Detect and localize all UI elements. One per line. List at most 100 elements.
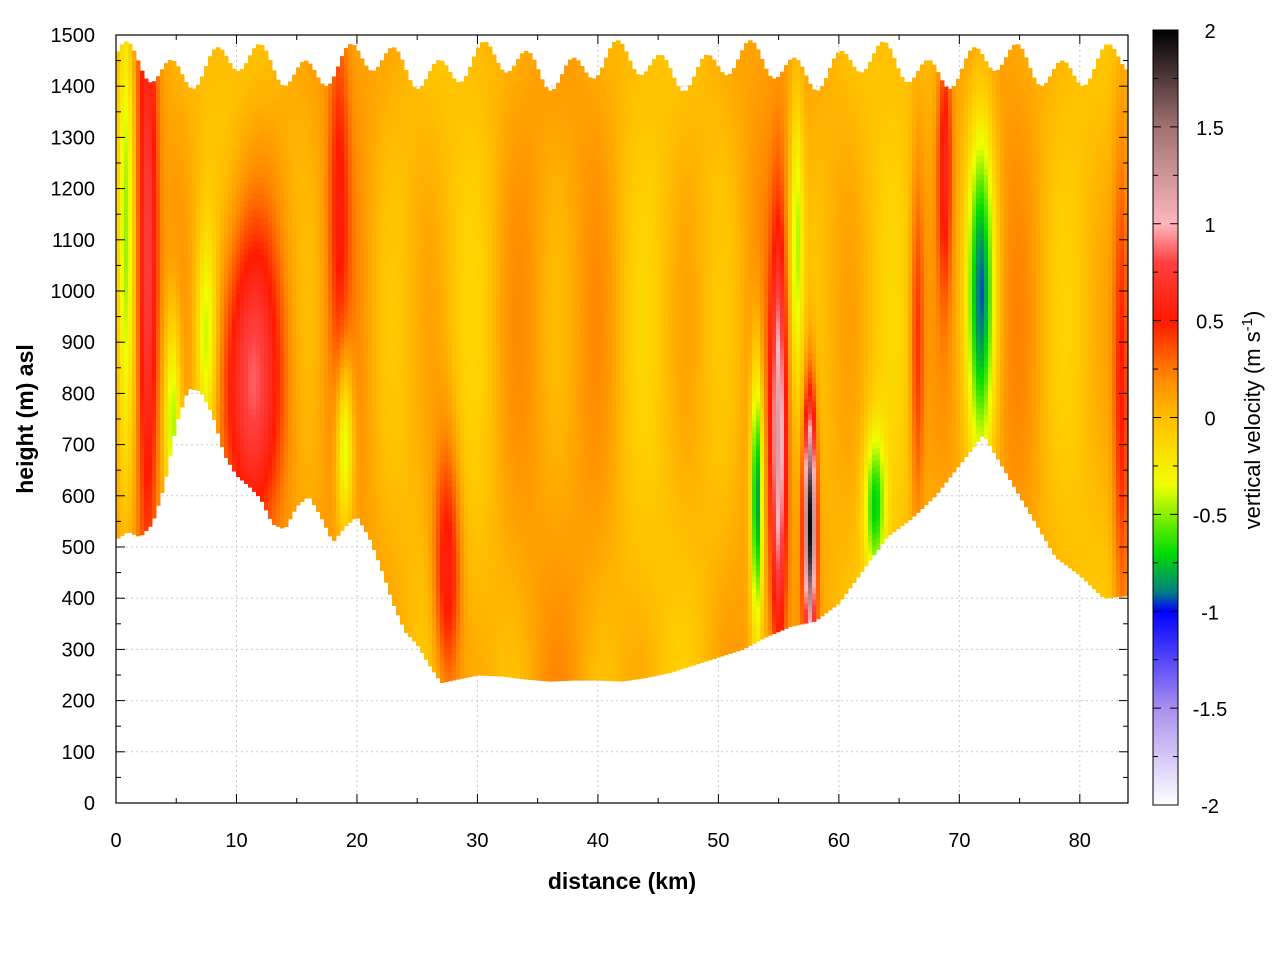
heat-cell <box>200 334 205 341</box>
heat-cell <box>348 362 353 369</box>
heat-cell <box>340 80 345 87</box>
heat-cell <box>248 181 253 188</box>
heat-cell <box>132 380 137 388</box>
heat-cell <box>132 218 137 226</box>
heat-cell <box>288 147 293 155</box>
heat-cell <box>376 66 381 74</box>
heat-cell <box>132 320 137 328</box>
heat-cell <box>256 62 261 69</box>
heat-cell <box>188 237 193 245</box>
heat-cell <box>148 496 153 503</box>
heat-cell <box>252 306 257 313</box>
heat-cell <box>124 185 129 193</box>
heat-cell <box>160 309 165 316</box>
heat-cell <box>356 56 361 64</box>
heat-cell <box>136 408 141 415</box>
heat-cell <box>300 482 305 489</box>
heat-cell <box>344 221 349 229</box>
heat-cell <box>372 388 377 396</box>
heat-cell <box>324 511 329 519</box>
heat-cell <box>360 298 365 305</box>
heat-cell <box>148 100 153 107</box>
heat-cell <box>332 394 337 401</box>
heat-cell <box>140 508 145 516</box>
heat-cell <box>248 115 253 122</box>
heat-cell <box>272 328 277 335</box>
heat-cell <box>164 159 169 166</box>
heat-cell <box>232 248 237 256</box>
heat-cell <box>232 428 237 436</box>
heat-cell <box>272 298 277 305</box>
heat-cell <box>332 406 337 413</box>
heat-cell <box>204 264 209 271</box>
heat-cell <box>324 415 329 423</box>
heat-cell <box>288 345 293 353</box>
heat-cell <box>160 459 165 466</box>
heat-cell <box>220 277 225 285</box>
heat-cell <box>216 119 221 126</box>
heat-cell <box>120 206 125 213</box>
heat-cell <box>364 407 369 415</box>
heat-cell <box>232 116 237 124</box>
heat-cell <box>196 372 201 380</box>
heat-cell <box>284 115 289 123</box>
heat-cell <box>380 90 385 97</box>
heat-cell <box>380 108 385 115</box>
heat-cell <box>168 215 173 223</box>
heat-cell <box>264 380 269 388</box>
heat-cell <box>384 269 389 276</box>
heat-cell <box>308 213 313 221</box>
heat-cell <box>352 321 357 328</box>
heat-cell <box>360 352 365 359</box>
heat-cell <box>360 196 365 203</box>
heat-cell <box>272 466 277 473</box>
heat-cell <box>292 128 297 136</box>
heat-cell <box>364 491 369 499</box>
heat-cell <box>248 295 253 302</box>
heat-cell <box>304 180 309 188</box>
heat-cell <box>336 210 341 217</box>
heat-cell <box>344 377 349 385</box>
heat-cell <box>288 201 293 209</box>
heat-cell <box>268 347 273 355</box>
heat-cell <box>364 485 369 493</box>
heat-cell <box>236 257 241 264</box>
heat-cell <box>300 500 305 503</box>
heat-cell <box>208 98 213 105</box>
heat-cell <box>128 193 133 201</box>
heat-cell <box>120 332 125 339</box>
heat-cell <box>256 452 261 459</box>
heat-cell <box>268 293 273 301</box>
heat-cell <box>376 522 381 530</box>
heat-cell <box>176 216 181 223</box>
heat-cell <box>152 483 157 490</box>
heat-cell <box>376 324 381 332</box>
heat-cell <box>144 186 149 194</box>
heat-cell <box>348 374 353 381</box>
heat-cell <box>136 288 141 295</box>
heat-cell <box>356 230 361 238</box>
heat-cell <box>360 136 365 143</box>
heat-cell <box>252 360 257 367</box>
heat-cell <box>156 142 161 149</box>
heat-cell <box>216 383 221 390</box>
heat-cell <box>316 239 321 246</box>
heat-cell <box>312 447 317 455</box>
heat-cell <box>304 354 309 362</box>
heat-cell <box>352 213 357 220</box>
heat-cell <box>252 78 257 85</box>
heat-cell <box>268 95 273 103</box>
heat-cell <box>368 316 373 323</box>
heat-cell <box>372 214 377 222</box>
heat-cell <box>384 485 389 492</box>
heat-cell <box>328 161 333 169</box>
heat-cell <box>220 151 225 159</box>
heat-cell <box>192 178 197 186</box>
heat-cell <box>356 494 361 502</box>
heat-cell <box>116 375 121 382</box>
heat-cell <box>152 279 157 286</box>
heat-cell <box>276 253 281 261</box>
heat-cell <box>212 49 217 56</box>
heat-cell <box>276 265 281 273</box>
heat-cell <box>148 316 153 323</box>
